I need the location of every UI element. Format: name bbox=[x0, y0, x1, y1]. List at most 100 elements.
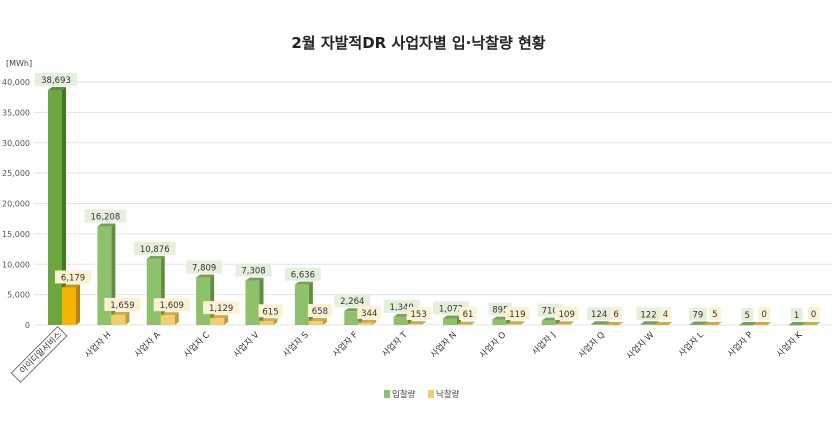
award-bar bbox=[407, 324, 422, 325]
bid-bar bbox=[492, 319, 507, 325]
award-value-label-text: 61 bbox=[463, 310, 474, 320]
bid-bar-top bbox=[788, 321, 807, 325]
x-tick-label: 사업자 O bbox=[478, 330, 509, 361]
award-value-label: 61 bbox=[459, 307, 477, 320]
bid-bar bbox=[48, 89, 62, 325]
y-axis-ticks: 0 5,000 10,000 15,000 20,000 25,000 30,000 35,0… bbox=[2, 78, 30, 330]
award-bar-top bbox=[802, 322, 821, 325]
award-value-label-text: 0 bbox=[762, 310, 767, 320]
bid-bar bbox=[344, 311, 359, 325]
x-tick-label: 사업자 S bbox=[281, 330, 310, 359]
award-value-label-bg bbox=[505, 307, 530, 320]
award-value-label: 615 bbox=[258, 304, 283, 318]
bid-value-label-text: 7,308 bbox=[241, 267, 265, 277]
award-value-label-bg bbox=[807, 307, 820, 320]
bid-bar bbox=[245, 280, 260, 325]
award-value-label-bg bbox=[459, 307, 477, 320]
bid-bar-side bbox=[654, 321, 659, 325]
bid-value-label-text: 7,809 bbox=[192, 264, 216, 274]
bid-value-label-bg bbox=[284, 267, 321, 281]
x-tick-label: 사업자 T bbox=[380, 330, 410, 360]
award-bar-side bbox=[76, 284, 80, 325]
award-bar-side bbox=[125, 311, 130, 325]
bid-bar-side bbox=[753, 321, 758, 325]
award-value-label-text: 344 bbox=[361, 309, 377, 319]
x-tick-label: 사업자 V bbox=[232, 330, 262, 360]
x-tick-text: 사업자 F bbox=[331, 330, 360, 359]
x-tick-label: 사업자 L bbox=[677, 330, 706, 359]
award-bar-side bbox=[668, 321, 673, 325]
award-value-label-bg bbox=[659, 307, 672, 320]
award-bar-top bbox=[605, 321, 624, 325]
x-tick-label: 아이디알서비스 bbox=[10, 326, 68, 383]
bid-value-label-bg bbox=[235, 263, 272, 277]
award-bar-top bbox=[308, 318, 327, 322]
award-bar-top bbox=[753, 322, 772, 325]
bid-value-label: 5 bbox=[741, 307, 754, 321]
award-bar-top bbox=[111, 311, 130, 315]
bid-value-label: 7,308 bbox=[235, 263, 272, 277]
award-value-label-bg bbox=[258, 304, 283, 318]
bid-value-label: 2,264 bbox=[334, 294, 371, 308]
x-tick-text: 사업자 J bbox=[530, 330, 557, 357]
data-labels: 38,693 6,179 16,208 1,659 10,876 1,609 7,809 1,… bbox=[35, 72, 820, 321]
bid-bar bbox=[739, 324, 754, 326]
award-value-label: 119 bbox=[505, 307, 530, 320]
award-bar-side bbox=[569, 321, 574, 325]
bid-value-label-text: 5 bbox=[745, 311, 750, 321]
bid-value-label: 124 bbox=[587, 307, 612, 321]
x-tick-label: 사업자 Q bbox=[577, 330, 608, 361]
y-tick-label: 30,000 bbox=[2, 139, 30, 148]
bid-value-label: 16,208 bbox=[84, 209, 127, 223]
award-bar bbox=[62, 287, 76, 325]
bid-value-label-bg bbox=[334, 294, 371, 308]
bid-value-label-bg bbox=[790, 307, 803, 321]
bid-value-label: 7,809 bbox=[186, 260, 223, 274]
y-tick-label: 40,000 bbox=[2, 78, 30, 87]
bid-bar-top bbox=[591, 321, 610, 325]
bid-value-label-text: 1 bbox=[794, 311, 799, 321]
y-tick-label: 15,000 bbox=[2, 230, 30, 239]
award-bar-side bbox=[619, 321, 624, 325]
award-bar-side bbox=[717, 321, 722, 325]
bid-value-label-text: 38,693 bbox=[41, 76, 71, 86]
award-value-label: 6 bbox=[610, 307, 623, 320]
bid-bar-top bbox=[146, 255, 165, 259]
bars bbox=[48, 86, 821, 326]
award-value-label: 0 bbox=[758, 307, 771, 320]
x-tick-label: 사업자 W bbox=[625, 330, 657, 362]
award-value-label-text: 1,129 bbox=[209, 304, 233, 314]
x-axis-labels: 아이디알서비스 사업자 H 사업자 A 사업자 C 사업자 V 사업자 S 사업자 F 사업자… bbox=[10, 326, 805, 383]
award-value-label-bg bbox=[610, 307, 623, 320]
bid-value-label: 1 bbox=[790, 307, 803, 321]
bid-bar-top bbox=[640, 321, 659, 325]
bid-bar-top bbox=[689, 321, 708, 325]
award-bar-top bbox=[506, 321, 525, 325]
award-bar-top bbox=[358, 319, 377, 323]
award-bar-side bbox=[224, 315, 229, 325]
bid-value-label-text: 6,636 bbox=[291, 271, 315, 281]
y-axis-unit-label: [MWh] bbox=[6, 59, 32, 68]
bid-value-label-bg bbox=[186, 260, 223, 274]
x-tick-text: 사업자 O bbox=[478, 330, 509, 361]
award-value-label: 5 bbox=[708, 307, 721, 320]
bid-value-label: 122 bbox=[636, 307, 661, 321]
award-value-label-text: 1,659 bbox=[110, 301, 134, 311]
award-value-label: 1,609 bbox=[153, 298, 190, 312]
bid-bar bbox=[294, 284, 309, 325]
bid-value-label-text: 16,208 bbox=[91, 213, 121, 223]
bid-value-label-text: 895 bbox=[492, 306, 508, 316]
award-bar-top bbox=[703, 321, 722, 325]
award-bar-side bbox=[273, 318, 278, 325]
y-tick-label: 0 bbox=[25, 321, 30, 330]
x-tick-label: 사업자 F bbox=[331, 330, 360, 359]
y-tick-label: 25,000 bbox=[2, 169, 30, 178]
award-value-label-text: 5 bbox=[712, 310, 717, 320]
award-value-label-bg bbox=[307, 304, 332, 318]
bid-bar bbox=[689, 324, 704, 326]
bid-value-label-text: 124 bbox=[591, 310, 607, 320]
bid-value-label-bg bbox=[688, 307, 707, 321]
award-bar-top bbox=[407, 321, 426, 325]
x-tick-text: 사업자 C bbox=[182, 330, 212, 360]
